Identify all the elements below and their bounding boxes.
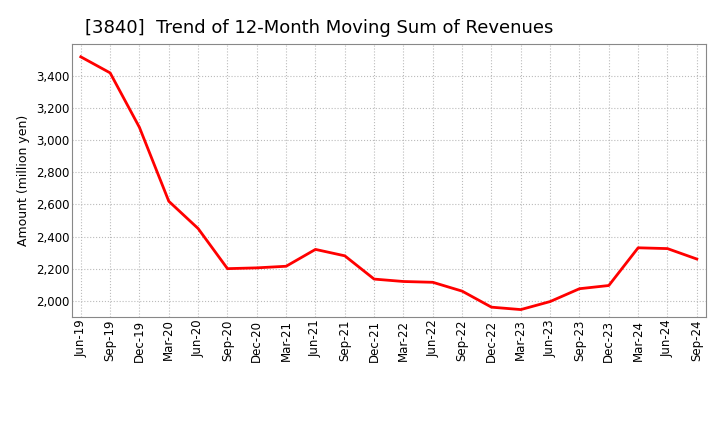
- Text: [3840]  Trend of 12-Month Moving Sum of Revenues: [3840] Trend of 12-Month Moving Sum of R…: [85, 19, 553, 37]
- Y-axis label: Amount (million yen): Amount (million yen): [17, 115, 30, 246]
